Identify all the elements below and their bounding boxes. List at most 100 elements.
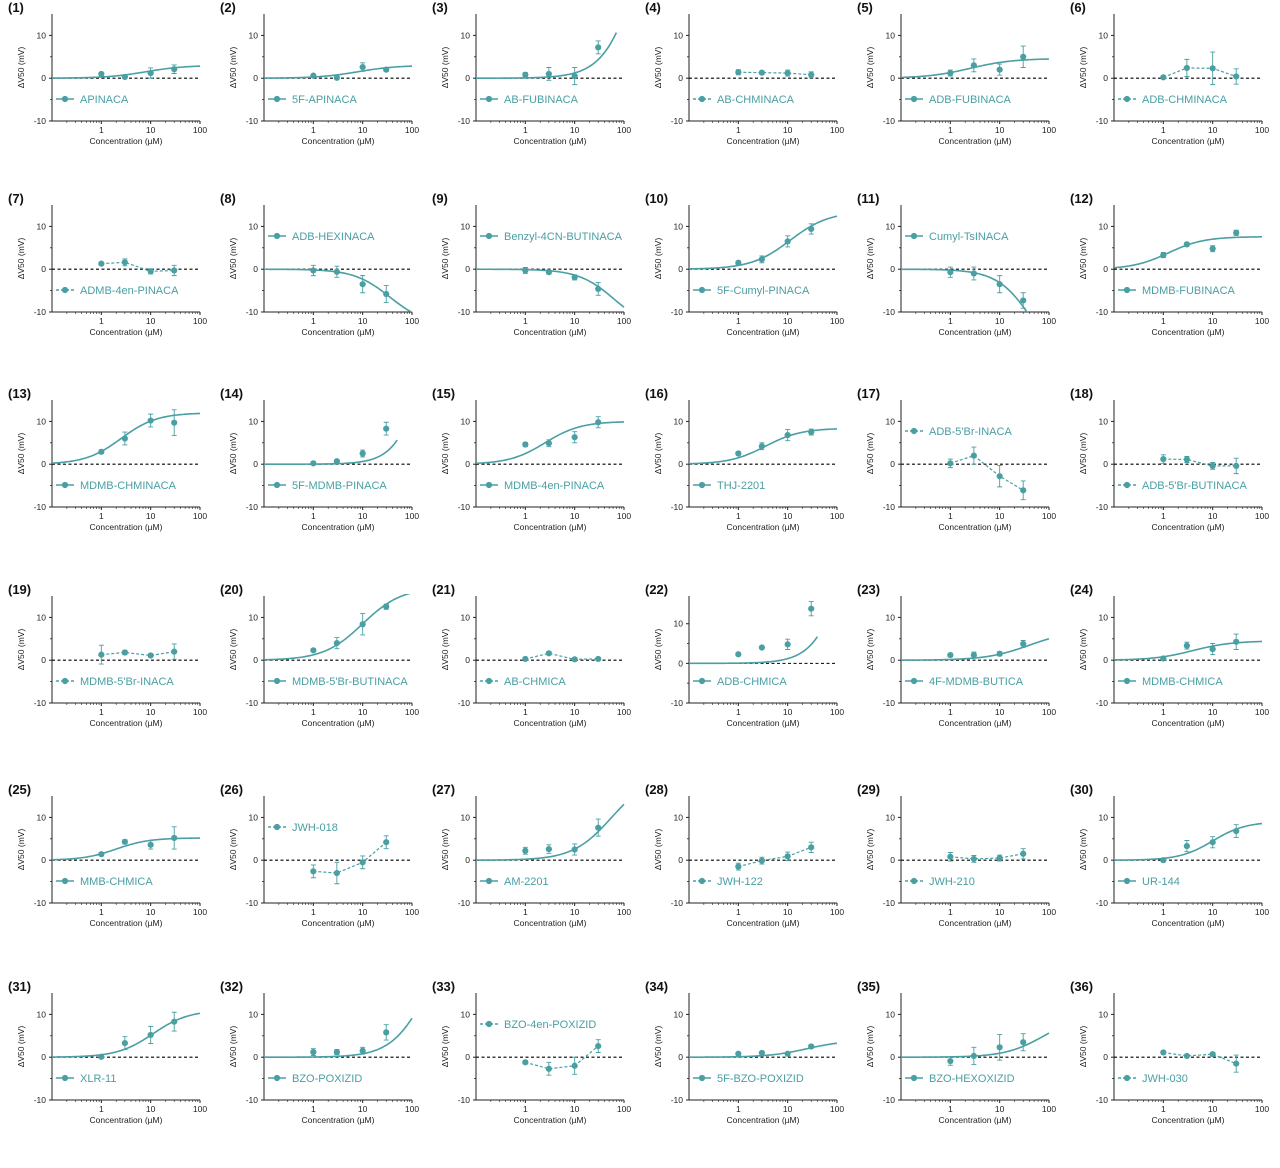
x-tick-label: 10 [146, 125, 156, 135]
data-point [98, 851, 105, 858]
x-tick-label: 100 [193, 707, 207, 717]
data-point [310, 647, 317, 654]
data-point [1233, 462, 1240, 470]
panel-label: (18) [1070, 386, 1094, 401]
chart-panel-28: (28) -10 0 10 1 10 100 Concentration (µM) ΔV50 (… [637, 782, 849, 971]
x-tick-label: 100 [1042, 511, 1056, 521]
data-point [735, 450, 742, 457]
y-axis-title: ΔV50 (mV) [16, 433, 26, 475]
legend-label: 5F-BZO-POXIZID [717, 1073, 804, 1085]
series-line [1163, 458, 1237, 467]
data-point [996, 473, 1003, 480]
chart-panel-34: (34) -10 0 10 1 10 100 Concentration (µM) ΔV50 (… [637, 979, 849, 1168]
y-tick-label: 10 [249, 30, 259, 40]
x-tick-label: 10 [570, 707, 580, 717]
data-point [571, 656, 578, 663]
panel-label: (7) [8, 191, 24, 206]
x-axis-title: Concentration (µM) [939, 1115, 1012, 1125]
fit-curve [264, 594, 411, 661]
x-tick-label: 1 [99, 316, 104, 326]
data-point [1183, 642, 1190, 649]
y-tick-label: 0 [890, 73, 895, 83]
y-axis-title: ΔV50 (mV) [228, 829, 238, 871]
y-tick-label: 10 [674, 1009, 684, 1019]
legend-marker [273, 823, 281, 831]
data-point [1020, 1039, 1027, 1046]
x-tick-label: 10 [358, 125, 368, 135]
data-point [970, 1052, 977, 1060]
chart-svg: -10 0 10 1 10 100 Concentration (µM) ΔV50 (mV) 5… [653, 993, 844, 1125]
x-axis-title: Concentration (µM) [302, 327, 375, 337]
legend-marker [698, 877, 706, 885]
x-tick-label: 10 [570, 511, 580, 521]
y-tick-label: -10 [883, 698, 896, 708]
y-tick-label: 0 [890, 264, 895, 274]
x-tick-label: 100 [1255, 907, 1269, 917]
fit-curve [901, 268, 1028, 312]
x-tick-label: 10 [783, 1104, 793, 1114]
fit-curve [689, 636, 819, 665]
legend-marker [485, 677, 493, 685]
x-tick-label: 10 [570, 316, 580, 326]
data-point [383, 1029, 390, 1036]
y-axis-title: ΔV50 (mV) [228, 1026, 238, 1068]
x-tick-label: 1 [523, 707, 528, 717]
data-point [171, 66, 178, 73]
y-axis-title: ΔV50 (mV) [16, 629, 26, 671]
y-axis-title: ΔV50 (mV) [653, 433, 663, 475]
x-tick-label: 1 [1161, 511, 1166, 521]
y-axis-title: ΔV50 (mV) [653, 829, 663, 871]
fit-curve [1114, 822, 1263, 861]
chart-svg: -10 0 10 1 10 100 Concentration (µM) ΔV50 (mV) 4… [865, 596, 1056, 728]
fit-curve [264, 439, 398, 465]
x-tick-label: 10 [358, 316, 368, 326]
x-tick-label: 100 [405, 907, 419, 917]
x-axis-title: Concentration (µM) [302, 522, 375, 532]
chart-panel-15: (15) -10 0 10 1 10 100 Concentration (µM) ΔV50 (… [424, 386, 636, 575]
data-point [784, 431, 791, 439]
panel-label: (35) [857, 979, 881, 994]
fit-curve [52, 412, 201, 464]
data-point [735, 259, 742, 266]
y-tick-label: 0 [890, 855, 895, 865]
x-axis-title: Concentration (µM) [514, 522, 587, 532]
chart-svg: -10 0 10 1 10 100 Concentration (µM) ΔV50 (mV) J… [865, 796, 1056, 928]
chart-svg: -10 0 10 1 10 100 Concentration (µM) ΔV50 (mV) A… [440, 796, 631, 928]
y-tick-label: -10 [671, 1095, 684, 1105]
x-axis-title: Concentration (µM) [727, 136, 800, 146]
legend-label: MDMB-4en-PINACA [504, 480, 605, 492]
x-tick-label: 1 [311, 1104, 316, 1114]
data-point [359, 859, 366, 866]
y-tick-label: 0 [253, 264, 258, 274]
chart-panel-3: (3) -10 0 10 1 10 100 Concentration (µM) ΔV50 (m… [424, 0, 636, 189]
y-tick-label: -10 [34, 898, 47, 908]
x-axis-title: Concentration (µM) [1152, 327, 1225, 337]
data-point [1209, 1051, 1216, 1058]
data-point [98, 1053, 105, 1060]
x-tick-label: 1 [736, 707, 741, 717]
x-axis-title: Concentration (µM) [302, 1115, 375, 1125]
data-point [522, 655, 529, 663]
chart-svg: -10 0 10 1 10 100 Concentration (µM) ΔV50 (mV) B… [440, 993, 631, 1125]
y-tick-label: 10 [674, 30, 684, 40]
y-tick-label: 10 [1099, 1009, 1109, 1019]
y-tick-label: 0 [41, 73, 46, 83]
data-point [808, 605, 815, 612]
data-point [595, 285, 602, 292]
x-tick-label: 100 [405, 511, 419, 521]
y-tick-label: -10 [246, 307, 259, 317]
panel-label: (20) [220, 582, 244, 597]
data-point [310, 267, 317, 274]
legend-label: ADB-HEXINACA [292, 231, 375, 243]
y-tick-label: 0 [890, 459, 895, 469]
fit-curve [264, 1017, 413, 1058]
panel-label: (22) [645, 582, 669, 597]
series-line [101, 261, 175, 272]
y-tick-label: 0 [1103, 855, 1108, 865]
data-point [996, 650, 1003, 657]
y-tick-label: -10 [34, 1095, 47, 1105]
data-point [171, 648, 178, 655]
data-point [545, 1065, 552, 1072]
panel-label: (10) [645, 191, 669, 206]
x-tick-label: 10 [146, 511, 156, 521]
